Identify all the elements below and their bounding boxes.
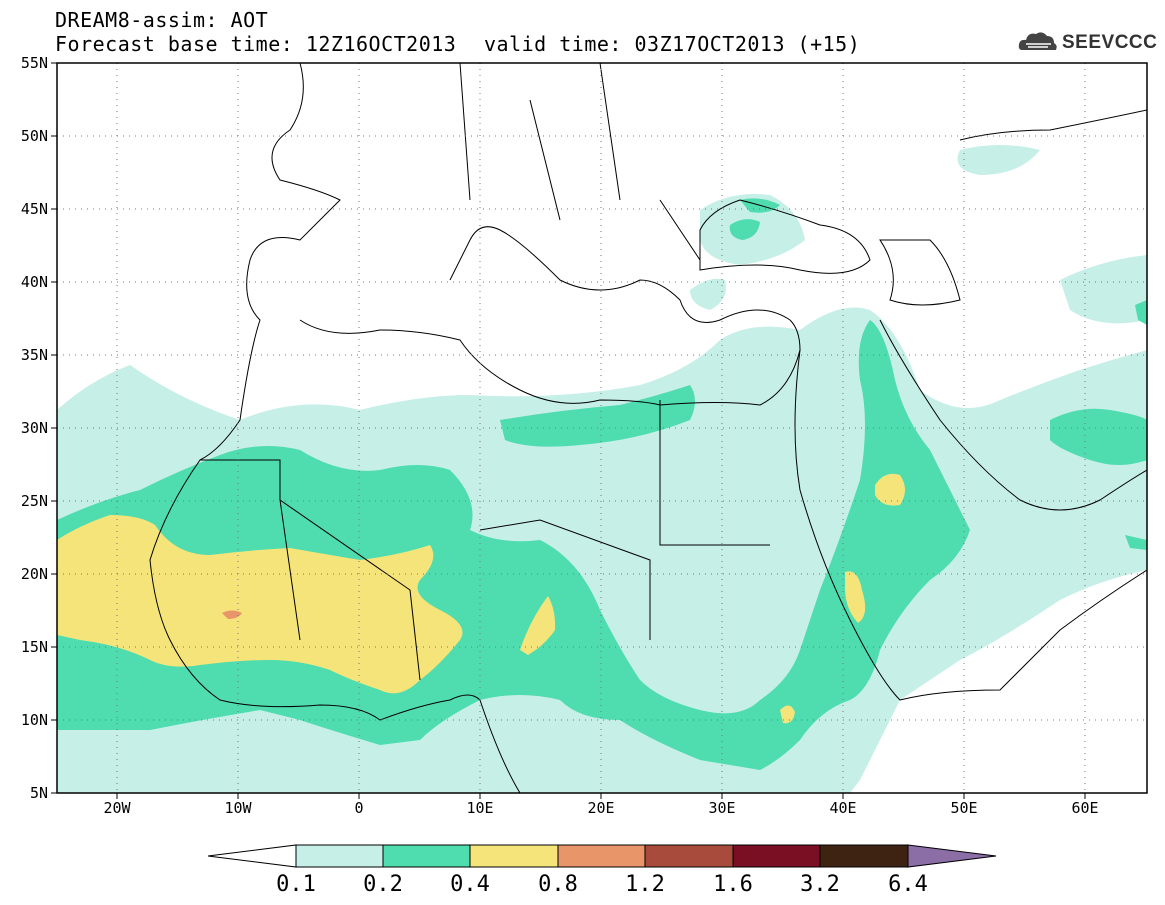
lat-label: 10N [21,711,48,729]
lat-label: 15N [21,638,48,656]
lat-label: 50N [21,127,48,145]
lon-label: 50E [950,799,977,817]
colorbar-label: 0.8 [538,872,578,897]
lat-label: 5N [30,784,48,802]
coastlines [149,63,1147,793]
colorbar-segment [644,844,734,868]
lon-label: 20E [587,799,614,817]
logo-text: SEEVCCC [1062,32,1158,53]
lat-label: 55N [21,54,48,72]
axis-ticks [51,62,1086,799]
lat-label: 45N [21,200,48,218]
lon-label: 20W [103,799,131,817]
lon-label: 10W [224,799,252,817]
lat-label: 25N [21,492,48,510]
colorbar-segment [382,844,471,868]
cloud-logo-icon [1018,32,1057,50]
colorbar-label: 0.2 [363,872,403,897]
aot-band-0.8 [222,610,242,619]
colorbar-below-arrow [207,844,297,868]
valid-time: valid time: 03Z17OCT2013 (+15) [484,32,861,56]
colorbar-label: 1.6 [713,872,753,897]
colorbar-segment [557,844,646,868]
colorbar [207,844,997,868]
colorbar-segment [819,844,909,868]
lon-label: 30E [708,799,735,817]
colorbar-label: 1.2 [625,872,665,897]
aot-field [57,63,1147,793]
aot-band-0.4 [57,473,905,724]
colorbar-label: 6.4 [888,872,928,897]
colorbar-above-arrow [907,844,997,868]
lon-label: 10E [466,799,493,817]
colorbar-segment [732,844,821,868]
colorbar-segment [469,844,559,868]
lat-label: 30N [21,419,48,437]
lat-label: 40N [21,273,48,291]
colorbar-label: 0.4 [450,872,490,897]
map-title: DREAM8-assim: AOT [55,8,269,32]
forecast-base-time: Forecast base time: 12Z16OCT2013 [55,32,457,56]
lon-label: 60E [1071,799,1098,817]
colorbar-segment [295,844,384,868]
colorbar-label: 0.1 [276,872,316,897]
lon-label: 40E [829,799,856,817]
lat-label: 35N [21,346,48,364]
lat-label: 20N [21,565,48,583]
lon-label: 0 [354,799,363,817]
colorbar-label: 3.2 [800,872,840,897]
